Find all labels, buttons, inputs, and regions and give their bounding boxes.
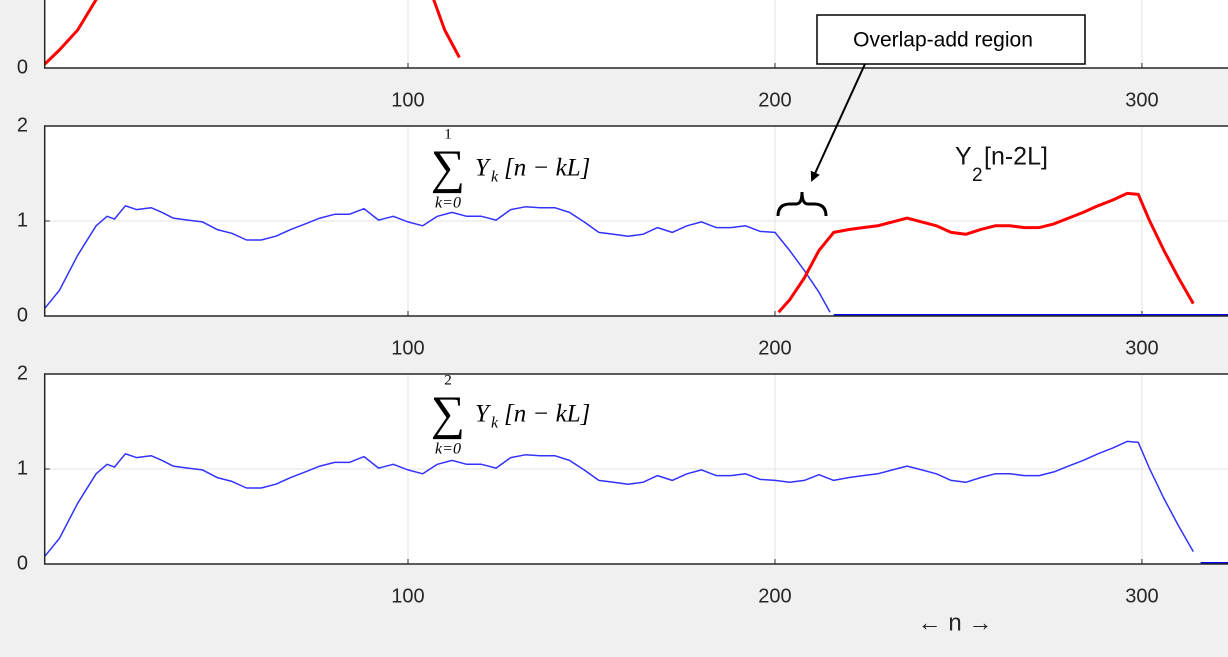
series-group: [44, 191, 1228, 316]
axes-box: [43, 0, 1228, 69]
series-group: [44, 440, 1228, 564]
x-axis-label: ← n →: [918, 609, 993, 636]
x-tick-label: 300: [1125, 585, 1158, 607]
y-tick-label: 0: [17, 552, 28, 574]
y-tick-label: 0: [17, 56, 28, 78]
sum-subscript: k: [491, 169, 499, 186]
data-line: [777, 191, 1195, 314]
sum-lower: k=0: [435, 441, 461, 458]
series-label-argument: [n-2L]: [984, 143, 1048, 171]
sum-argument: [n − kL]: [504, 401, 590, 428]
x-tick-label: 200: [758, 585, 791, 607]
data-line: [44, 205, 831, 313]
sum-upper: 1: [444, 126, 452, 142]
x-tick-label: 100: [391, 337, 424, 359]
callout-box: [816, 14, 1086, 65]
data-line: [44, 0, 461, 66]
axes-box: [43, 125, 1228, 317]
data-line: [44, 440, 1194, 557]
x-tick-label: 100: [391, 89, 424, 111]
sum-subscript: k: [491, 415, 499, 432]
callout-arrow: [810, 63, 866, 182]
y-tick-label: 2: [17, 362, 28, 384]
x-tick-label: 200: [758, 337, 791, 359]
brace: [776, 191, 828, 217]
axes-box: [43, 373, 1228, 565]
sum-symbol: Y: [475, 401, 492, 428]
sum-sign: ∑: [431, 387, 465, 440]
y-tick-label: 0: [17, 304, 28, 326]
x-tick-label: 300: [1125, 89, 1158, 111]
y-tick-label: 1: [17, 209, 28, 231]
series-group: [44, 0, 461, 66]
annotations: Overlap-add region Y 2 [n-2L]: [776, 14, 1086, 217]
sum-sign: ∑: [431, 141, 465, 194]
x-tick-label: 200: [758, 89, 791, 111]
x-tick-label: 100: [391, 585, 424, 607]
series-label-symbol: Y: [955, 143, 972, 171]
sum-lower: k=0: [435, 195, 461, 212]
callout-text: Overlap-add region: [853, 29, 1033, 52]
sum-upper: 2: [444, 372, 452, 388]
sum-symbol: Y: [475, 155, 492, 182]
y-tick-label: 2: [17, 114, 28, 136]
y-tick-label: 1: [17, 457, 28, 479]
sum-argument: [n − kL]: [504, 155, 590, 182]
series-label-subscript: 2: [972, 165, 983, 186]
x-tick-label: 300: [1125, 337, 1158, 359]
